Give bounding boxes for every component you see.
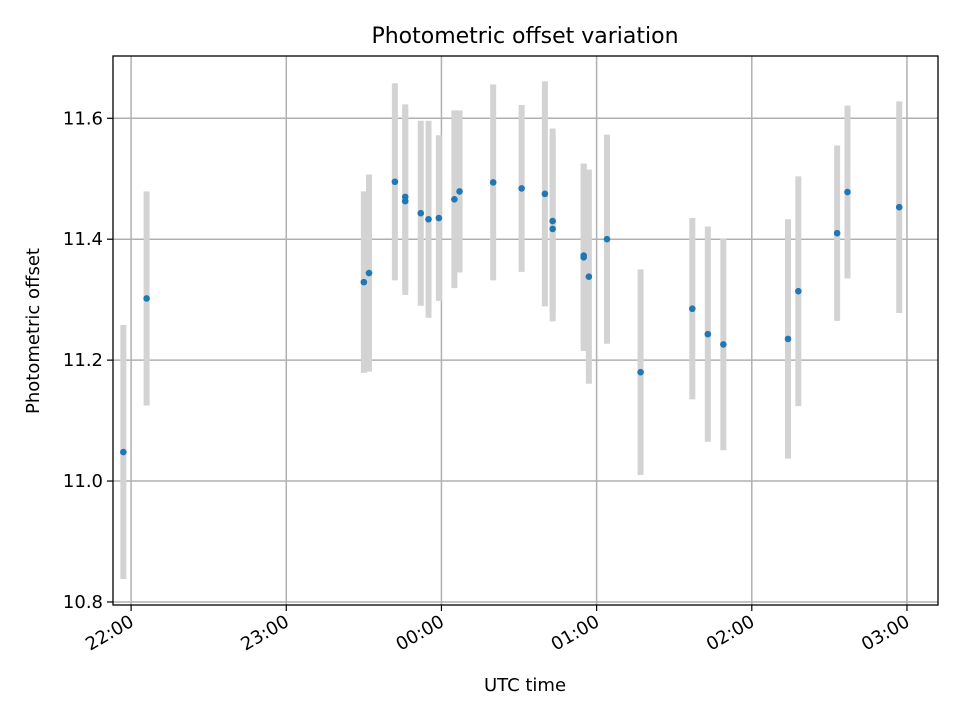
data-point <box>456 188 463 195</box>
data-point <box>518 185 525 192</box>
data-point <box>720 341 727 348</box>
data-point <box>784 335 792 343</box>
data-point <box>365 269 373 277</box>
y-tick-label: 11.0 <box>63 471 103 492</box>
data-point <box>844 188 851 196</box>
data-point <box>401 197 409 205</box>
grid-lines <box>113 56 938 605</box>
x-axis-ticks: 22:00 23:00 00:00 01:00 02:00 03:00 <box>82 605 913 655</box>
data-point <box>549 217 556 225</box>
x-tick-label: 01:00 <box>548 611 603 655</box>
data-point <box>541 190 549 198</box>
y-tick-label: 10.8 <box>63 592 103 613</box>
data-point <box>795 287 802 295</box>
data-point <box>895 203 903 211</box>
x-tick-label: 23:00 <box>237 611 292 655</box>
data-point <box>603 235 611 243</box>
y-tick-label: 11.6 <box>63 108 103 129</box>
data-point <box>360 278 368 286</box>
x-tick-label: 02:00 <box>703 611 758 655</box>
data-point <box>704 330 712 338</box>
data-point <box>435 214 443 222</box>
data-point <box>489 179 497 186</box>
y-axis-label: Photometric offset <box>23 248 44 414</box>
data-point <box>425 215 432 223</box>
data-point <box>689 305 696 313</box>
data-point <box>549 225 556 233</box>
data-point <box>585 273 593 280</box>
data-point <box>637 368 644 376</box>
error-bars <box>120 81 903 580</box>
data-point <box>833 229 841 237</box>
data-point <box>143 295 150 302</box>
y-tick-label: 11.4 <box>63 229 103 250</box>
x-axis-label: UTC time <box>484 675 566 696</box>
data-point <box>451 195 458 203</box>
data-point <box>417 209 425 217</box>
x-tick-label: 00:00 <box>393 611 448 655</box>
x-tick-label: 03:00 <box>858 611 913 655</box>
data-point <box>120 448 127 456</box>
data-point <box>391 178 399 186</box>
data-point <box>580 254 587 261</box>
chart-title: Photometric offset variation <box>371 24 678 49</box>
y-tick-label: 11.2 <box>63 350 103 371</box>
data-points <box>120 178 903 456</box>
y-axis-ticks: 10.8 11.0 11.2 11.4 11.6 <box>63 108 113 613</box>
plot-frame <box>112 55 939 606</box>
x-tick-label: 22:00 <box>82 611 137 655</box>
